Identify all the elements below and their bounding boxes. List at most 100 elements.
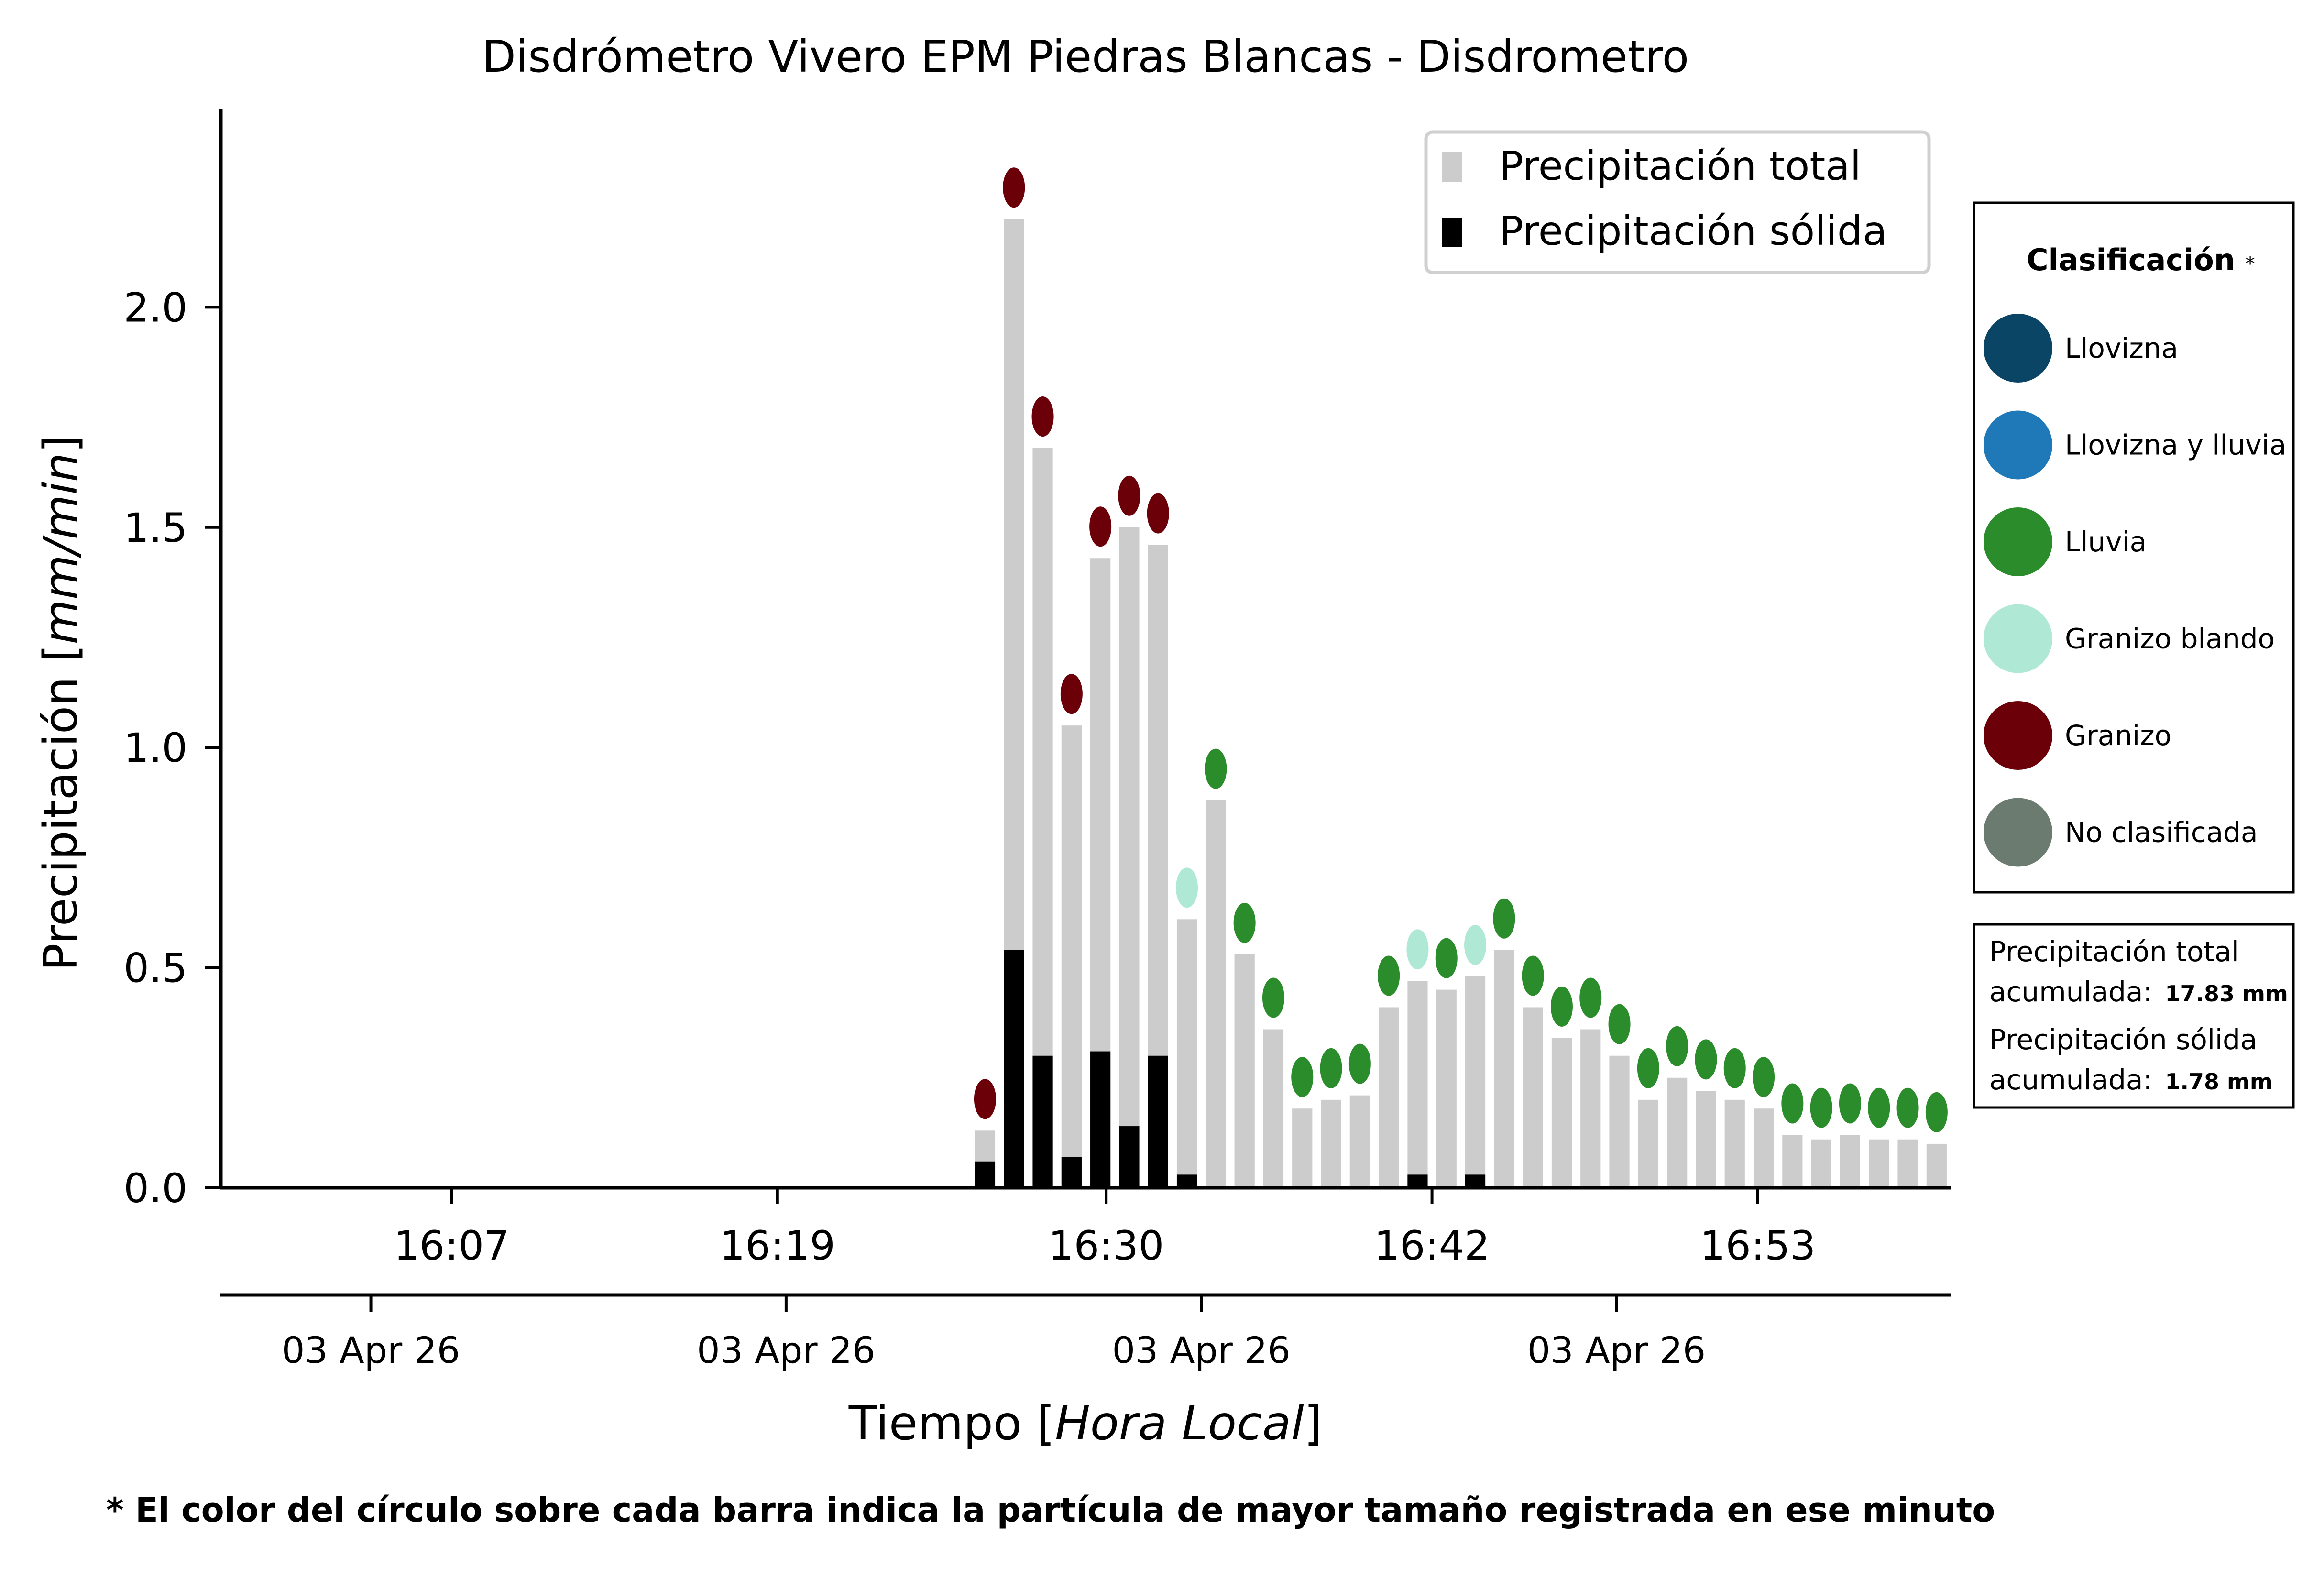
class-label: No clasificada — [2065, 816, 2258, 849]
classification-marker — [1089, 506, 1112, 547]
bar-total — [1869, 1139, 1889, 1188]
class-label: Llovizna — [2065, 332, 2178, 364]
svg-text:Precipitación [mm/min]: Precipitación [mm/min] — [34, 435, 88, 971]
bar-total — [1465, 976, 1486, 1188]
accumulated-total-line1: Precipitación total — [1989, 935, 2239, 968]
accumulated-box: Precipitación total acumulada: 17.83 mm … — [1973, 923, 2295, 1109]
bar-solid — [975, 1161, 996, 1188]
bar-total — [1696, 1091, 1716, 1188]
bar-solid — [1090, 1051, 1111, 1188]
class-swatch — [1984, 507, 2052, 576]
class-label: Lluvia — [2065, 526, 2147, 558]
accumulated-solid-line2: acumulada: — [1989, 1064, 2152, 1096]
classification-marker — [1031, 396, 1054, 437]
y-tick-label: 1.0 — [123, 724, 187, 771]
classification-marker — [1176, 867, 1198, 908]
classification-legend-entries: Llovizna Llovizna y lluvia Lluvia Granizo b… — [1984, 314, 2286, 867]
bar-total — [1206, 800, 1226, 1188]
classification-marker — [1608, 1004, 1631, 1044]
class-label: Llovizna y lluvia — [2065, 429, 2286, 461]
class-label: Granizo — [2065, 719, 2171, 752]
y-axis: 0.0 0.5 1.0 1.5 2.0 — [123, 284, 221, 1212]
bar-total — [1407, 981, 1428, 1188]
bar-total — [1667, 1077, 1688, 1188]
class-swatch — [1984, 701, 2052, 770]
classification-marker — [1378, 955, 1400, 996]
accumulated-solid-value: 1.78 mm — [2165, 1069, 2272, 1095]
bar-total — [1234, 954, 1255, 1188]
x-tick-label: 16:53 — [1700, 1222, 1816, 1269]
bar-total — [1897, 1139, 1918, 1188]
classification-legend-title: Clasificación — [2027, 242, 2235, 277]
classification-marker — [1147, 493, 1169, 534]
classification-marker — [1839, 1083, 1861, 1124]
bar-total — [1811, 1139, 1831, 1188]
svg-text:acumulada: 17.83 mm: acumulada: 17.83 mm — [1989, 976, 2288, 1008]
bar-solid — [1119, 1126, 1140, 1188]
bar-total — [1379, 1007, 1399, 1188]
bar-total — [1609, 1055, 1630, 1188]
class-swatch — [1984, 410, 2052, 480]
classification-marker — [1896, 1087, 1919, 1128]
x-axis-label-unit: Hora Local — [1055, 1396, 1304, 1451]
date-tick-label: 03 Apr 26 — [1112, 1329, 1291, 1371]
classification-marker — [1522, 955, 1544, 996]
class-swatch — [1984, 314, 2052, 383]
bar-total — [1119, 527, 1140, 1188]
bar-total — [1263, 1029, 1284, 1188]
bar-total — [1436, 989, 1457, 1188]
legend-swatch-total — [1442, 152, 1462, 182]
x-tick-label: 16:42 — [1374, 1222, 1490, 1269]
y-axis-label: Precipitación [mm/min] — [34, 435, 88, 971]
bar-solid — [1465, 1174, 1486, 1188]
svg-text:acumulada: 1.78 mm: acumulada: 1.78 mm — [1989, 1064, 2273, 1096]
classification-marker — [1464, 925, 1487, 965]
class-swatch — [1984, 798, 2052, 867]
y-tick-label: 0.0 — [123, 1165, 187, 1212]
classification-marker — [1550, 986, 1573, 1027]
bar-solid — [1407, 1174, 1428, 1188]
y-tick-label: 2.0 — [123, 284, 187, 331]
date-tick-label: 03 Apr 26 — [282, 1329, 460, 1371]
y-axis-label-unit: mm/min — [34, 453, 88, 644]
x-tick-label: 16:30 — [1048, 1222, 1164, 1269]
classification-marker — [1723, 1048, 1746, 1088]
class-label: Granizo blando — [2065, 623, 2275, 655]
classification-marker — [1003, 167, 1025, 208]
classification-marker — [1868, 1087, 1890, 1128]
classification-marker — [1753, 1057, 1775, 1097]
y-axis-label-text: Precipitación — [34, 677, 88, 971]
bar-total — [1321, 1099, 1341, 1188]
chart-title: Disdrómetro Vivero EPM Piedras Blancas -… — [482, 31, 1689, 82]
bar-total — [1638, 1099, 1658, 1188]
bar-solid — [1061, 1157, 1082, 1188]
classification-marker — [1406, 929, 1429, 970]
bar-total — [1523, 1007, 1543, 1188]
legend-label-total: Precipitación total — [1499, 143, 1861, 189]
series-legend-box — [1424, 130, 1931, 274]
classification-marker — [1320, 1048, 1342, 1088]
date-tick-label: 03 Apr 26 — [1527, 1329, 1706, 1371]
svg-text:Clasificación *: Clasificación * — [2027, 242, 2255, 277]
classification-marker — [1435, 938, 1458, 978]
classification-marker — [1205, 748, 1227, 789]
classification-marker — [1637, 1048, 1659, 1088]
accumulated-total-line2: acumulada: — [1989, 976, 2152, 1008]
x-axis-label-text: Tiempo — [848, 1396, 1022, 1451]
bar-total — [1840, 1135, 1861, 1188]
classification-legend: Clasificación * Llovizna Llovizna y lluvi… — [1973, 201, 2295, 894]
classification-marker — [1493, 898, 1515, 939]
classification-marker — [1781, 1083, 1804, 1124]
accumulated-solid-line1: Precipitación sólida — [1989, 1023, 2257, 1056]
classification-marker — [1666, 1026, 1688, 1066]
bar-solid — [1004, 950, 1024, 1188]
x-axis: 16:07 16:19 16:30 16:42 16:53 — [394, 1188, 1816, 1269]
series-legend: Precipitación total Precipitación sólida — [1424, 130, 1931, 274]
classification-markers — [974, 167, 1948, 1132]
bar-total — [1494, 950, 1514, 1188]
bars — [975, 219, 1947, 1188]
bar-solid — [1032, 1055, 1053, 1188]
classification-marker — [1262, 977, 1284, 1018]
bar-total — [1176, 919, 1197, 1188]
